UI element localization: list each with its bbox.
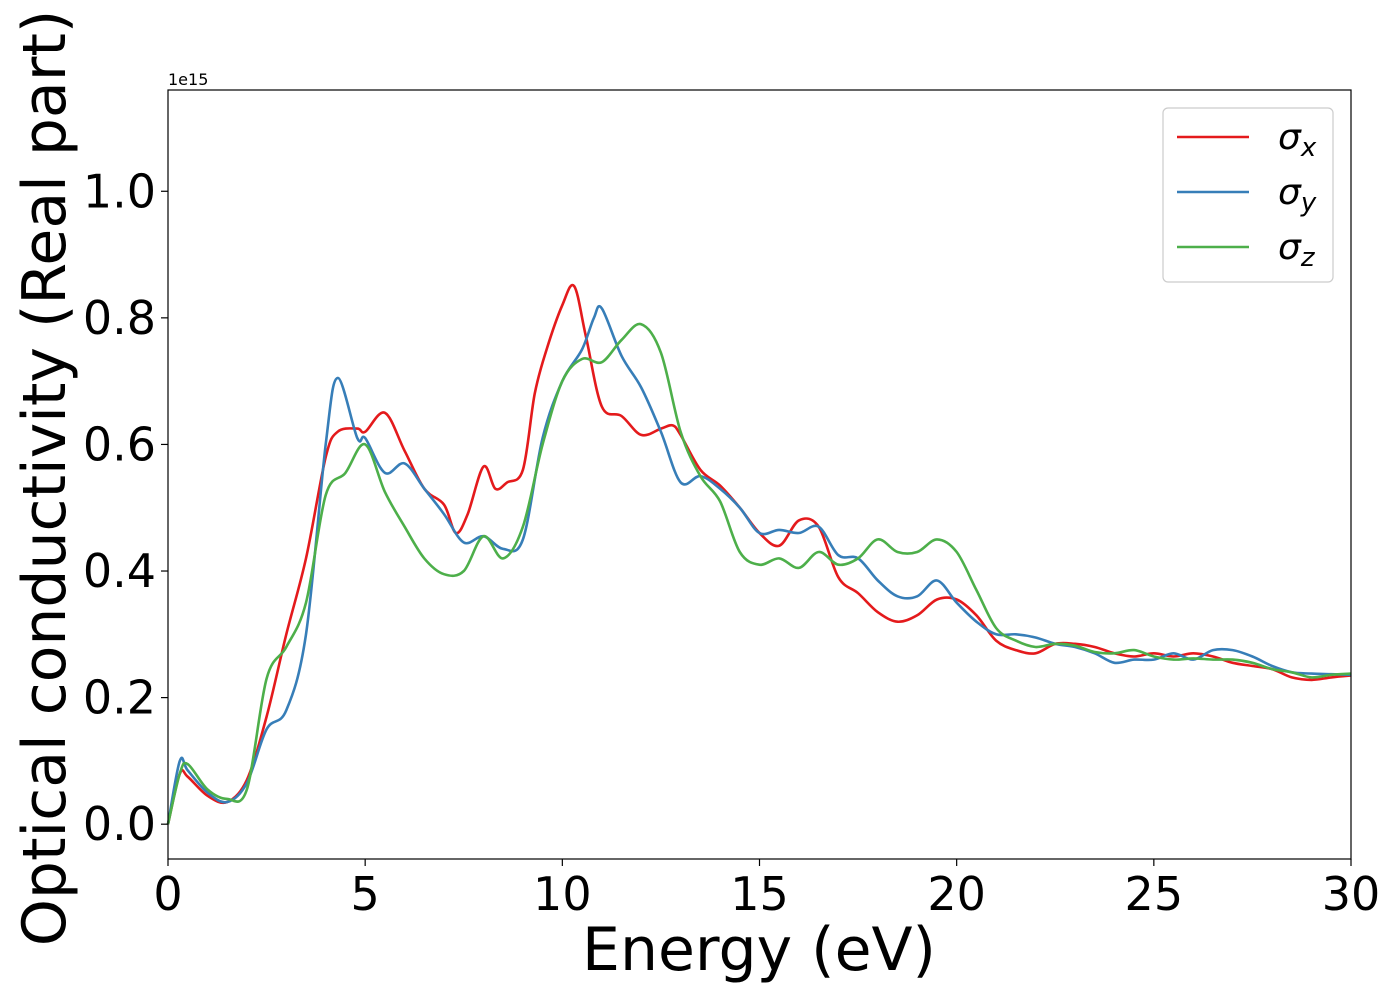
x-tick-label: 10 xyxy=(533,867,592,921)
x-axis-title: Energy (eV) xyxy=(582,915,936,985)
y-tick-label: 0.0 xyxy=(83,797,156,851)
y-tick-label: 0.4 xyxy=(83,544,156,598)
y-axis-title: Optical conductivity (Real part) xyxy=(10,10,80,947)
legend-label-x: σx xyxy=(1278,117,1317,163)
x-axis: 0 5 10 15 20 25 30 xyxy=(153,859,1380,921)
x-tick-label: 15 xyxy=(730,867,789,921)
legend-label-z: σz xyxy=(1278,227,1316,273)
y-tick-label: 0.6 xyxy=(83,417,156,471)
legend-label-y: σy xyxy=(1278,172,1317,218)
x-tick-label: 20 xyxy=(927,867,986,921)
x-tick-label: 25 xyxy=(1125,867,1184,921)
y-tick-label: 1.0 xyxy=(83,164,156,218)
series-layer xyxy=(166,283,1352,825)
series-line-z xyxy=(166,322,1352,825)
series-line-y xyxy=(166,304,1352,825)
y-axis: 0.0 0.2 0.4 0.6 0.8 1.0 xyxy=(83,164,168,851)
y-offset-label: 1e15 xyxy=(168,70,208,89)
y-tick-label: 0.2 xyxy=(83,671,156,725)
x-tick-label: 30 xyxy=(1322,867,1381,921)
y-tick-label: 0.8 xyxy=(83,291,156,345)
x-tick-label: 5 xyxy=(351,867,380,921)
x-tick-label: 0 xyxy=(153,867,182,921)
legend: σx σy σz xyxy=(1162,107,1334,283)
legend-frame xyxy=(1162,107,1334,283)
